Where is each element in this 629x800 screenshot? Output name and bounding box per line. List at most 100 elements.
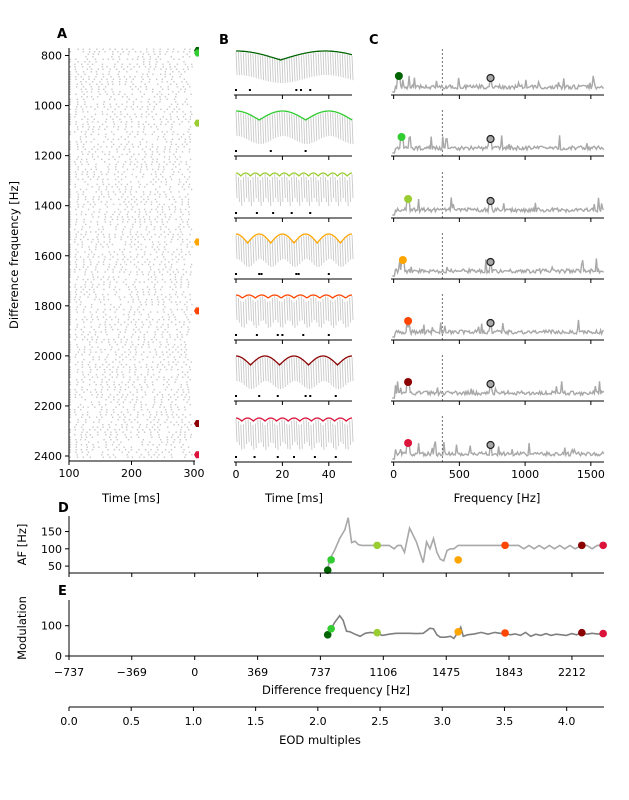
- raster-spike: [110, 421, 113, 423]
- raster-spike: [144, 156, 146, 158]
- raster-spike: [181, 256, 183, 258]
- raster-spike: [133, 386, 136, 388]
- raster-spike: [101, 181, 104, 183]
- raster-spike: [154, 53, 156, 55]
- raster-spike: [101, 151, 104, 153]
- raster-spike: [94, 298, 96, 301]
- spike-marker: [309, 212, 312, 214]
- raster-spike: [138, 449, 140, 451]
- raster-spike: [149, 193, 151, 196]
- raster-spike: [139, 221, 141, 223]
- raster-spike: [137, 121, 140, 123]
- raster-spike: [120, 263, 122, 266]
- raster-spike: [162, 308, 164, 311]
- raster-spike: [99, 126, 101, 128]
- raster-spike: [69, 398, 71, 401]
- raster-spike: [123, 313, 125, 316]
- raster-spike: [139, 226, 141, 228]
- raster-spike: [128, 98, 130, 101]
- raster-spike: [112, 454, 115, 456]
- raster-spike: [81, 353, 83, 356]
- raster-spike: [88, 61, 91, 63]
- raster-spike: [141, 441, 143, 443]
- raster-spike: [109, 106, 112, 108]
- trace-row: [235, 294, 354, 336]
- raster-spike: [148, 238, 151, 241]
- raster-spike: [76, 258, 78, 261]
- raster-spike: [159, 101, 161, 103]
- raster-spike: [76, 306, 78, 308]
- cell-marker: [194, 49, 199, 57]
- raster-spike: [120, 338, 122, 341]
- raster-spike: [75, 446, 77, 448]
- raster-spike: [157, 146, 159, 148]
- raster-spike: [75, 318, 78, 321]
- raster-spike: [184, 356, 187, 358]
- raster-spike: [114, 113, 116, 116]
- y-tick-label: 2000: [34, 350, 62, 363]
- raster-spike: [174, 446, 176, 448]
- raster-spike: [189, 48, 191, 50]
- raster-spike: [142, 413, 145, 416]
- raster-spike: [158, 436, 161, 438]
- raster-spike: [102, 263, 105, 266]
- raster-spike: [188, 226, 190, 228]
- raster-spike: [98, 88, 100, 90]
- raster-spike: [82, 78, 84, 80]
- raster-spike: [107, 246, 110, 248]
- raster-spike: [69, 71, 71, 73]
- raster-spike: [179, 216, 182, 218]
- raster-spike: [69, 361, 71, 363]
- raster-spike: [101, 193, 103, 196]
- raster-spike: [187, 193, 189, 196]
- raster-spike: [106, 366, 108, 368]
- raster-spike: [107, 293, 109, 296]
- trace-row: [235, 417, 354, 458]
- raster-spike: [80, 141, 82, 143]
- raster-spike: [172, 153, 175, 156]
- raster-spike: [164, 138, 167, 141]
- raster-spike: [114, 266, 116, 268]
- beat-envelope: [235, 294, 353, 299]
- raster-spike: [120, 66, 123, 68]
- raster-spike: [81, 91, 83, 93]
- raster-spike: [134, 136, 136, 138]
- raster-spike: [69, 376, 71, 378]
- raster-spike: [137, 421, 139, 423]
- raster-spike: [112, 156, 114, 158]
- raster-spike: [69, 436, 71, 438]
- raster-spike: [69, 358, 71, 361]
- raster-spike: [125, 326, 128, 328]
- raster-spike: [96, 48, 98, 50]
- raster-spike: [104, 153, 106, 156]
- raster-spike: [99, 366, 101, 368]
- raster-spike: [69, 391, 71, 393]
- raster-spike: [102, 261, 105, 263]
- raster-spike: [128, 371, 131, 373]
- raster-spike: [75, 111, 77, 113]
- raster-spike: [142, 191, 145, 193]
- raster-spike: [129, 378, 131, 381]
- raster-spike: [109, 221, 111, 223]
- raster-spike: [186, 221, 189, 223]
- raster-spike: [182, 376, 184, 378]
- raster-spike: [159, 271, 161, 273]
- raster-spike: [91, 148, 93, 151]
- raster-spike: [85, 106, 88, 108]
- raster-spike: [113, 441, 115, 443]
- raster-spike: [171, 133, 174, 136]
- raster-spike: [174, 381, 176, 383]
- raster-spike: [75, 301, 78, 303]
- raster-spike: [143, 333, 146, 336]
- raster-spike: [152, 406, 154, 408]
- raster-spike: [166, 98, 168, 101]
- raster-spike: [98, 188, 100, 191]
- raster-spike: [137, 436, 140, 438]
- cell-marker: [194, 419, 199, 427]
- raster-spike: [75, 378, 78, 381]
- spectrum-line: [392, 75, 604, 93]
- raster-spike: [173, 356, 176, 358]
- raster-spike: [185, 181, 187, 183]
- raster-spike: [189, 118, 192, 121]
- raster-spike: [165, 408, 167, 411]
